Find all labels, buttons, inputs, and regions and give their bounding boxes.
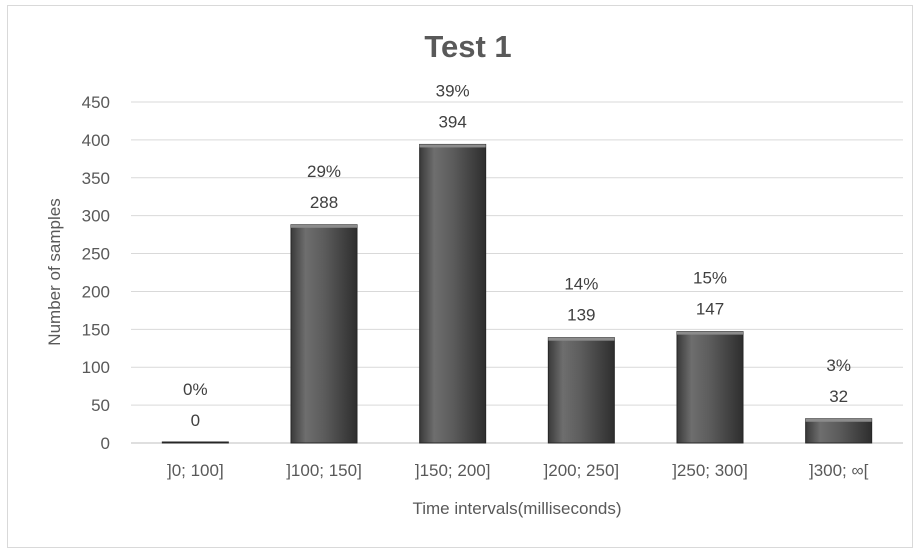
x-category-label: ]200; 250] bbox=[544, 461, 620, 480]
x-category-label: ]0; 100] bbox=[167, 461, 224, 480]
data-labels: 0 0% 288 29% 394 39% 139 14% 147 15% 32 3% bbox=[183, 81, 851, 430]
y-tick-label: 200 bbox=[82, 282, 110, 301]
bar bbox=[290, 224, 358, 444]
bar-top-edge bbox=[291, 224, 357, 228]
percent-label: 15% bbox=[693, 269, 727, 288]
percent-label: 39% bbox=[436, 81, 470, 100]
y-tick-label: 150 bbox=[82, 320, 110, 339]
bar bbox=[805, 418, 873, 444]
bar-top-edge bbox=[419, 144, 486, 148]
y-tick-label: 250 bbox=[82, 245, 110, 264]
bar-top-edge bbox=[548, 337, 615, 341]
value-label: 147 bbox=[696, 300, 724, 319]
value-label: 32 bbox=[829, 387, 848, 406]
bars bbox=[161, 143, 873, 444]
y-tick-label: 450 bbox=[82, 93, 110, 112]
value-label: 288 bbox=[310, 193, 338, 212]
x-axis-label: Time intervals(milliseconds) bbox=[412, 499, 621, 518]
percent-label: 14% bbox=[564, 275, 598, 294]
y-axis-label: Number of samples bbox=[45, 198, 64, 345]
value-label: 394 bbox=[438, 112, 466, 131]
bar bbox=[161, 441, 229, 444]
y-axis-ticks: 0 50 100 150 200 250 300 350 400 450 bbox=[82, 93, 110, 453]
x-axis-categories: ]0; 100] ]100; 150] ]150; 200] ]200; 250] ]2… bbox=[167, 461, 869, 480]
percent-label: 29% bbox=[307, 162, 341, 181]
gridlines bbox=[131, 101, 903, 444]
x-category-label: ]300; ∞[ bbox=[809, 461, 869, 480]
bar bbox=[419, 143, 487, 444]
y-tick-label: 300 bbox=[82, 207, 110, 226]
y-tick-label: 400 bbox=[82, 131, 110, 150]
bar bbox=[676, 331, 744, 444]
x-category-label: ]150; 200] bbox=[415, 461, 491, 480]
bar-top-edge bbox=[805, 418, 872, 422]
bar bbox=[547, 337, 615, 444]
y-tick-label: 100 bbox=[82, 358, 110, 377]
y-tick-label: 0 bbox=[101, 434, 110, 453]
y-tick-label: 350 bbox=[82, 169, 110, 188]
x-category-label: ]250; 300] bbox=[672, 461, 748, 480]
percent-label: 3% bbox=[826, 356, 851, 375]
value-label: 0 bbox=[191, 411, 200, 430]
y-tick-label: 50 bbox=[91, 396, 110, 415]
x-category-label: ]100; 150] bbox=[286, 461, 362, 480]
value-label: 139 bbox=[567, 306, 595, 325]
chart-title: Test 1 bbox=[424, 29, 511, 64]
percent-label: 0% bbox=[183, 380, 208, 399]
bar-top-edge bbox=[677, 331, 743, 335]
